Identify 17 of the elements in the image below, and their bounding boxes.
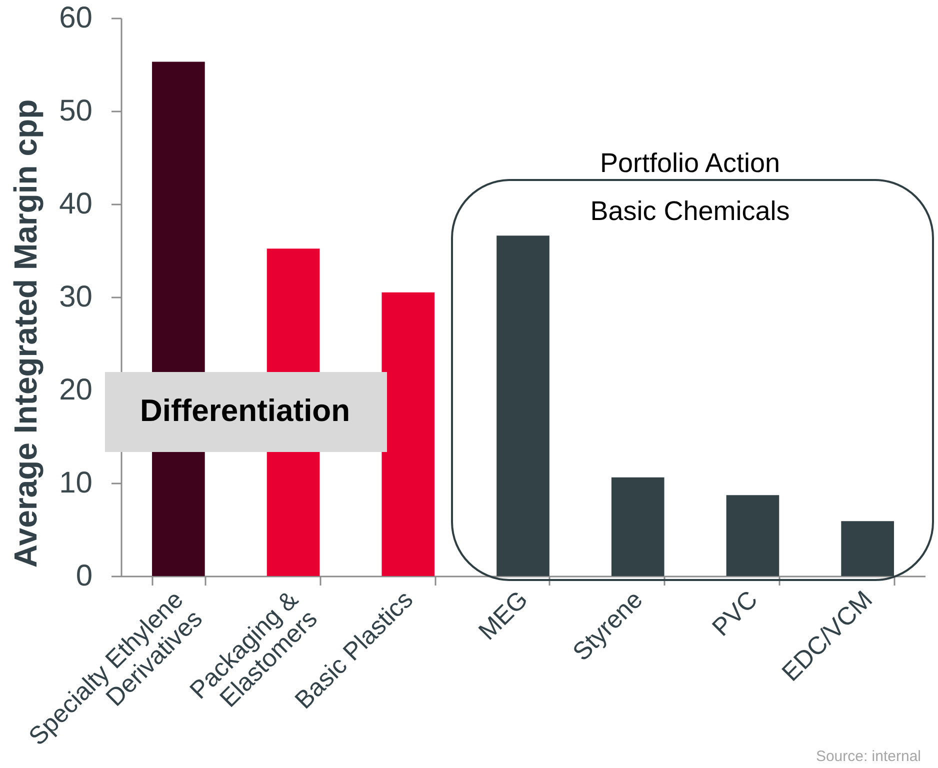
y-tick-label: 0 bbox=[76, 560, 92, 592]
y-tick-label: 50 bbox=[59, 94, 92, 128]
y-tick-label: 40 bbox=[59, 188, 92, 220]
source-note: Source: internal bbox=[816, 748, 921, 765]
annotation: Basic Chemicals bbox=[590, 196, 790, 226]
bar bbox=[382, 292, 435, 576]
y-tick-label: 30 bbox=[59, 280, 92, 314]
bar bbox=[841, 521, 894, 576]
bar bbox=[496, 236, 550, 576]
annotation: Differentiation bbox=[140, 393, 350, 428]
y-tick-label: 10 bbox=[59, 466, 92, 500]
annotation: Portfolio Action bbox=[600, 148, 780, 178]
y-axis-title: Average Integrated Margin cpp bbox=[8, 99, 44, 568]
bar bbox=[726, 495, 780, 576]
bar bbox=[611, 477, 664, 576]
y-tick-label: 20 bbox=[59, 374, 92, 406]
y-tick-label: 60 bbox=[59, 2, 92, 34]
